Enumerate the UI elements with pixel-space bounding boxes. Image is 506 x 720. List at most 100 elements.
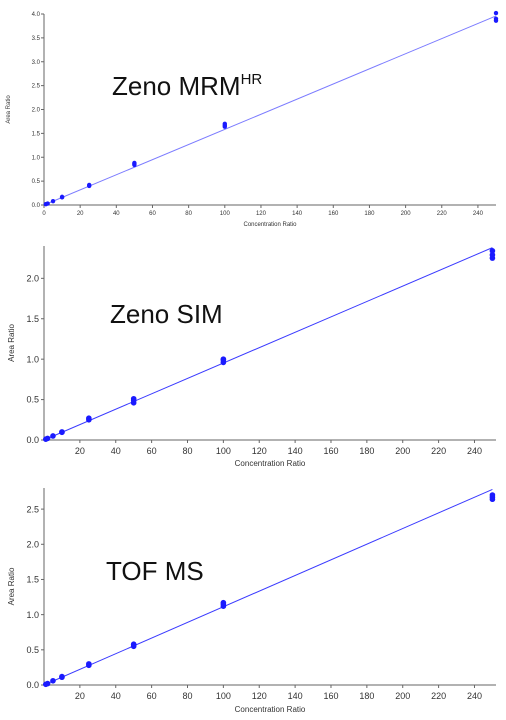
x-tick-label: 240 xyxy=(467,691,482,701)
x-tick-label: 200 xyxy=(395,446,410,456)
y-tick-label: 2.5 xyxy=(32,84,41,90)
data-point xyxy=(220,356,227,362)
data-point xyxy=(86,661,92,667)
overlay-title-sup: HR xyxy=(241,71,263,88)
x-axis-label: Concentration Ratio xyxy=(235,705,306,714)
overlay-title-main: Zeno MRM xyxy=(112,71,241,101)
overlay-title: Zeno MRMHR xyxy=(112,71,262,101)
y-tick-label: 3.5 xyxy=(32,36,41,42)
overlay-title: Zeno SIM xyxy=(110,299,223,329)
x-tick-label: 60 xyxy=(147,446,157,456)
data-point xyxy=(59,429,65,435)
y-tick-label: 0.5 xyxy=(32,179,41,185)
x-tick-label: 180 xyxy=(364,211,375,217)
y-tick-label: 4.0 xyxy=(32,12,41,18)
fit-line xyxy=(43,488,493,686)
x-tick-label: 220 xyxy=(437,211,448,217)
x-tick-label: 40 xyxy=(111,691,121,701)
chart-zeno-mrm-svg: Zeno MRMHR 0.0 0.5 1.0 1.5 2.0 2.5 3.0 3.5 4.0 0 2… xyxy=(6,10,499,228)
data-point xyxy=(130,395,137,402)
chart-tof-ms-svg: TOF MS 0.0 0.5 1.0 1.5 2.0 2.5 20 40 60 80 100 120 1… xyxy=(7,488,496,714)
chart-panel-zeno-sim: Zeno SIM 0.0 0.5 1.0 1.5 2.0 20 40 60 80 100 120 14… xyxy=(0,236,506,476)
x-tick-label: 160 xyxy=(328,211,339,217)
data-point xyxy=(44,435,51,442)
data-point xyxy=(45,201,50,206)
data-point xyxy=(222,121,227,127)
chart-panel-tof-ms: TOF MS 0.0 0.5 1.0 1.5 2.0 2.5 20 40 60 80 100 120 1… xyxy=(0,480,506,720)
x-tick-label: 140 xyxy=(288,691,303,701)
x-tick-label: 0 xyxy=(42,211,46,217)
x-tick-label: 140 xyxy=(288,446,303,456)
fit-line xyxy=(43,15,497,206)
x-tick-label: 240 xyxy=(473,211,484,217)
y-axis-label: Area Ratio xyxy=(7,324,16,362)
fit-line xyxy=(43,247,493,441)
y-tick-label: 2.0 xyxy=(26,539,39,549)
x-tick-label: 60 xyxy=(147,691,157,701)
x-tick-label: 20 xyxy=(75,691,85,701)
x-tick-label: 40 xyxy=(111,446,121,456)
data-point xyxy=(132,160,137,166)
x-tick-label: 120 xyxy=(256,211,267,217)
data-point xyxy=(489,492,496,498)
y-tick-label: 1.0 xyxy=(26,354,39,364)
x-tick-label: 180 xyxy=(359,691,374,701)
y-tick-label: 2.0 xyxy=(26,273,39,283)
y-tick-label: 0.5 xyxy=(26,395,39,405)
data-point xyxy=(220,599,227,606)
data-point xyxy=(44,680,51,687)
x-tick-label: 100 xyxy=(220,211,231,217)
x-tick-label: 60 xyxy=(149,211,156,217)
y-tick-label: 1.5 xyxy=(26,314,39,324)
x-tick-label: 120 xyxy=(252,691,267,701)
overlay-title: TOF MS xyxy=(106,556,204,586)
data-point xyxy=(59,194,65,200)
chart-panel-zeno-mrm: Zeno MRMHR 0.0 0.5 1.0 1.5 2.0 2.5 3.0 3.5 4.0 0 2… xyxy=(0,0,506,232)
overlay-title-main: TOF MS xyxy=(106,556,204,586)
x-tick-label: 200 xyxy=(395,691,410,701)
data-point xyxy=(50,433,56,439)
x-tick-label: 80 xyxy=(182,691,192,701)
x-axis-label: Concentration Ratio xyxy=(243,222,297,228)
y-axis-label: Area Ratio xyxy=(6,95,12,124)
overlay-title-main: Zeno SIM xyxy=(110,299,223,329)
y-tick-label: 1.0 xyxy=(32,155,41,161)
data-point xyxy=(489,248,496,254)
y-tick-label: 1.0 xyxy=(26,610,39,620)
data-point xyxy=(493,16,499,21)
y-tick-label: 0.0 xyxy=(26,435,39,445)
x-tick-label: 220 xyxy=(431,446,446,456)
x-tick-label: 200 xyxy=(401,211,412,217)
y-tick-label: 3.0 xyxy=(32,60,41,66)
y-axis-label: Area Ratio xyxy=(7,567,16,605)
x-tick-label: 140 xyxy=(292,211,303,217)
data-point xyxy=(87,182,92,188)
x-tick-label: 80 xyxy=(182,446,192,456)
y-tick-label: 2.0 xyxy=(32,108,41,114)
x-tick-label: 240 xyxy=(467,446,482,456)
data-point xyxy=(493,10,499,16)
data-point xyxy=(59,673,65,680)
y-tick-label: 1.5 xyxy=(32,131,41,137)
x-tick-label: 40 xyxy=(113,211,120,217)
y-tick-label: 2.5 xyxy=(26,504,39,514)
chart-zeno-sim-svg: Zeno SIM 0.0 0.5 1.0 1.5 2.0 20 40 60 80 100 120 14… xyxy=(7,246,496,468)
data-point xyxy=(50,198,56,204)
y-tick-label: 0.0 xyxy=(32,203,41,209)
x-tick-label: 120 xyxy=(252,446,267,456)
x-tick-label: 100 xyxy=(216,691,231,701)
x-tick-label: 20 xyxy=(77,211,84,217)
x-tick-label: 160 xyxy=(323,446,338,456)
x-tick-label: 20 xyxy=(75,446,85,456)
x-tick-label: 100 xyxy=(216,446,231,456)
data-point xyxy=(86,415,92,421)
x-axis-label: Concentration Ratio xyxy=(235,459,306,468)
x-tick-label: 80 xyxy=(185,211,192,217)
x-tick-label: 180 xyxy=(359,446,374,456)
data-point xyxy=(489,252,496,258)
data-point xyxy=(130,641,137,647)
y-tick-label: 1.5 xyxy=(26,575,39,585)
x-tick-label: 160 xyxy=(323,691,338,701)
x-tick-label: 220 xyxy=(431,691,446,701)
data-point xyxy=(50,677,56,684)
